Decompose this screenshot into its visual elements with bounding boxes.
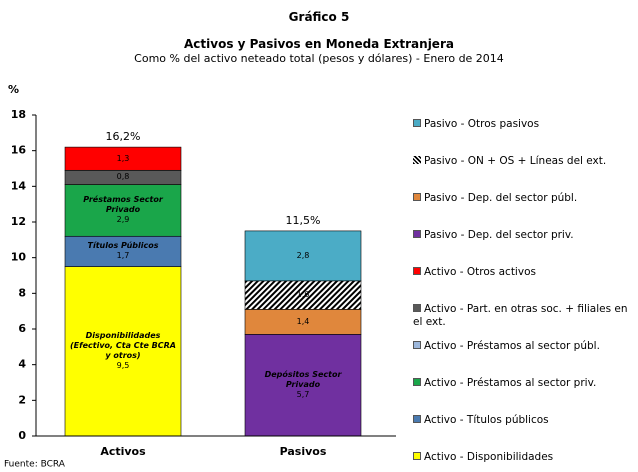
y-tick-label: 12 [11, 215, 26, 228]
y-tick-label: 2 [18, 393, 26, 406]
segment-label: Títulos Públicos 1,7 [69, 241, 177, 261]
y-tick-label: 16 [11, 144, 27, 157]
value-label: 9,5 [116, 361, 130, 371]
segment-label: 2,8 [249, 251, 357, 261]
legend-label: Pasivo - Dep. del sector priv. [424, 229, 574, 241]
bar-segment [244, 334, 362, 437]
bar-segment [64, 184, 182, 237]
value-label: 2,9 [116, 215, 130, 225]
legend-swatch [413, 304, 421, 312]
bar-segment [64, 266, 182, 437]
y-tick-label: 8 [18, 286, 26, 299]
segment-label: Préstamos Sector Privado 2,9 [69, 195, 177, 225]
total-label: 16,2% [106, 130, 141, 143]
value-label: 2,8 [296, 250, 310, 260]
legend-swatch [413, 452, 421, 460]
bar-segment [244, 309, 362, 335]
legend-item: Activo - Disponibilidades [413, 451, 635, 464]
legend-swatch [413, 378, 421, 386]
bar-segment [244, 230, 362, 282]
value-label: 1,7 [116, 251, 130, 261]
y-tick-label: 14 [11, 179, 27, 192]
legend-item: Pasivo - Dep. del sector públ. [413, 192, 635, 205]
legend-item: Activo - Otros activos [413, 266, 635, 279]
legend-label: Pasivo - ON + OS + Líneas del ext. [424, 155, 607, 167]
legend-item: Activo - Préstamos al sector públ. [413, 340, 635, 353]
legend-label: Activo - Otros activos [424, 266, 536, 278]
total-label: 11,5% [286, 214, 321, 227]
segment-label: Depósitos Sector Privado 5,7 [249, 370, 357, 400]
legend-swatch [413, 119, 421, 127]
source: Fuente: BCRA [4, 460, 66, 470]
legend-label: Activo - Disponibilidades [424, 451, 554, 463]
bar-segment [64, 235, 182, 267]
value-label: 0,8 [116, 172, 130, 182]
x-tick-label: Activos [100, 445, 146, 458]
chart-subtitle: Activos y Pasivos en Moneda Extranjera [184, 37, 454, 51]
legend-swatch [413, 415, 421, 423]
y-tick-label: 10 [11, 251, 27, 264]
chart-title: Gráfico 5 [288, 10, 350, 24]
legend-label: Activo - Títulos públicos [424, 414, 549, 426]
bar-segment [244, 280, 362, 310]
y-tick-label: 18 [11, 108, 26, 121]
legend-label: Activo - Part. en otras soc. + filiales … [413, 303, 628, 328]
legend-swatch [413, 156, 421, 164]
y-tick-label: 6 [18, 322, 26, 335]
segment-label: Disponibilidades (Efectivo, Cta Cte BCRA… [69, 331, 177, 371]
legend-label: Activo - Préstamos al sector públ. [424, 340, 600, 352]
legend-item: Activo - Préstamos al sector priv. [413, 377, 635, 390]
legend-swatch [413, 341, 421, 349]
legend-swatch [413, 193, 421, 201]
legend-item: Pasivo - Dep. del sector priv. [413, 229, 635, 242]
value-label: 1,3 [116, 153, 130, 163]
segment-label: 1,6 [249, 290, 357, 300]
legend-item: Pasivo - Otros pasivos [413, 118, 635, 131]
segment-label: 0,8 [69, 172, 177, 182]
legend-label: Pasivo - Otros pasivos [424, 118, 540, 130]
y-tick-label: 0 [18, 429, 26, 442]
value-label: 1,6 [296, 290, 310, 300]
legend-item: Activo - Part. en otras soc. + filiales … [413, 303, 635, 329]
value-label: 1,4 [296, 316, 310, 326]
legend-item: Activo - Títulos públicos [413, 414, 635, 427]
bar-segment [64, 146, 182, 171]
segment-name: Títulos Públicos [87, 241, 159, 251]
legend-item: Pasivo - ON + OS + Líneas del ext. [413, 155, 635, 168]
legend-label: Activo - Préstamos al sector priv. [424, 377, 597, 389]
chart-description: Como % del activo neteado total (pesos y… [134, 52, 504, 65]
segment-label: 1,3 [69, 154, 177, 164]
legend-swatch [413, 230, 421, 238]
value-label: 5,7 [296, 390, 310, 400]
segment-name: Depósitos Sector Privado [264, 370, 342, 390]
legend-swatch [413, 267, 421, 275]
legend-label: Pasivo - Dep. del sector públ. [424, 192, 578, 204]
y-axis-label: % [8, 83, 19, 96]
segment-name: Préstamos Sector Privado [83, 195, 163, 215]
x-tick-label: Pasivos [280, 445, 327, 458]
segment-name: Disponibilidades (Efectivo, Cta Cte BCRA… [70, 331, 176, 361]
y-tick-label: 4 [18, 358, 26, 371]
segment-label: 1,4 [249, 317, 357, 327]
